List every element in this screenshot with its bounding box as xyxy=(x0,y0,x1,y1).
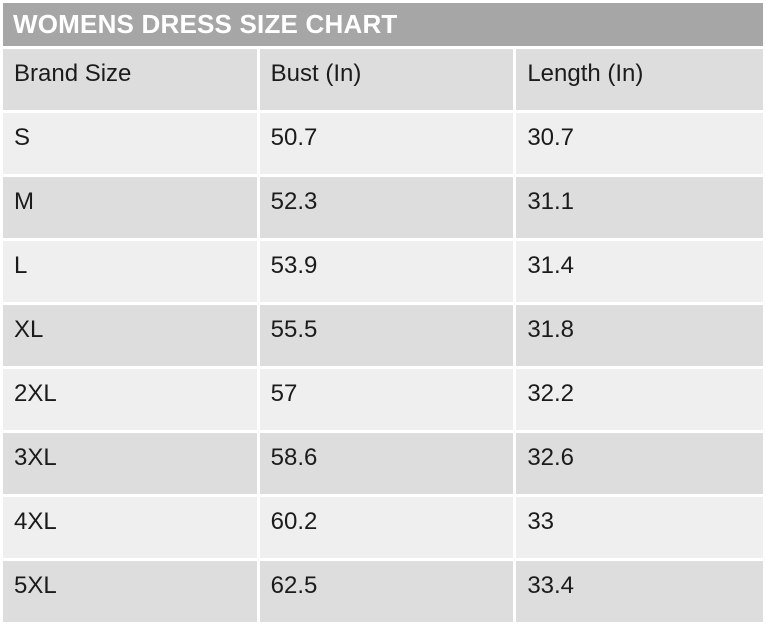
cell-bust: 60.2 xyxy=(259,497,514,558)
title-row: WOMENS DRESS SIZE CHART xyxy=(3,3,763,46)
cell-bust: 58.6 xyxy=(259,433,514,494)
cell-size: XL xyxy=(3,305,257,366)
column-header-length: Length (In) xyxy=(516,49,763,110)
table-row: 4XL 60.2 33 xyxy=(3,497,763,558)
cell-size: 5XL xyxy=(3,561,257,622)
cell-size: M xyxy=(3,177,257,238)
cell-length: 31.4 xyxy=(516,241,763,302)
table-row: M 52.3 31.1 xyxy=(3,177,763,238)
cell-size: S xyxy=(3,113,257,174)
cell-bust: 53.9 xyxy=(259,241,514,302)
cell-bust: 55.5 xyxy=(259,305,514,366)
cell-size: 4XL xyxy=(3,497,257,558)
table-row: L 53.9 31.4 xyxy=(3,241,763,302)
cell-length: 33 xyxy=(516,497,763,558)
cell-bust: 50.7 xyxy=(259,113,514,174)
cell-bust: 62.5 xyxy=(259,561,514,622)
cell-size: 2XL xyxy=(3,369,257,430)
chart-title: WOMENS DRESS SIZE CHART xyxy=(3,3,763,46)
cell-length: 31.8 xyxy=(516,305,763,366)
cell-size: L xyxy=(3,241,257,302)
table-row: 5XL 62.5 33.4 xyxy=(3,561,763,622)
cell-length: 33.4 xyxy=(516,561,763,622)
cell-length: 31.1 xyxy=(516,177,763,238)
table-row: S 50.7 30.7 xyxy=(3,113,763,174)
column-header-bust: Bust (In) xyxy=(259,49,514,110)
column-header-row: Brand Size Bust (In) Length (In) xyxy=(3,49,763,110)
cell-bust: 52.3 xyxy=(259,177,514,238)
table-row: XL 55.5 31.8 xyxy=(3,305,763,366)
table-row: 3XL 58.6 32.6 xyxy=(3,433,763,494)
cell-length: 32.2 xyxy=(516,369,763,430)
cell-size: 3XL xyxy=(3,433,257,494)
column-header-brand-size: Brand Size xyxy=(3,49,257,110)
cell-length: 32.6 xyxy=(516,433,763,494)
cell-length: 30.7 xyxy=(516,113,763,174)
cell-bust: 57 xyxy=(259,369,514,430)
table-row: 2XL 57 32.2 xyxy=(3,369,763,430)
